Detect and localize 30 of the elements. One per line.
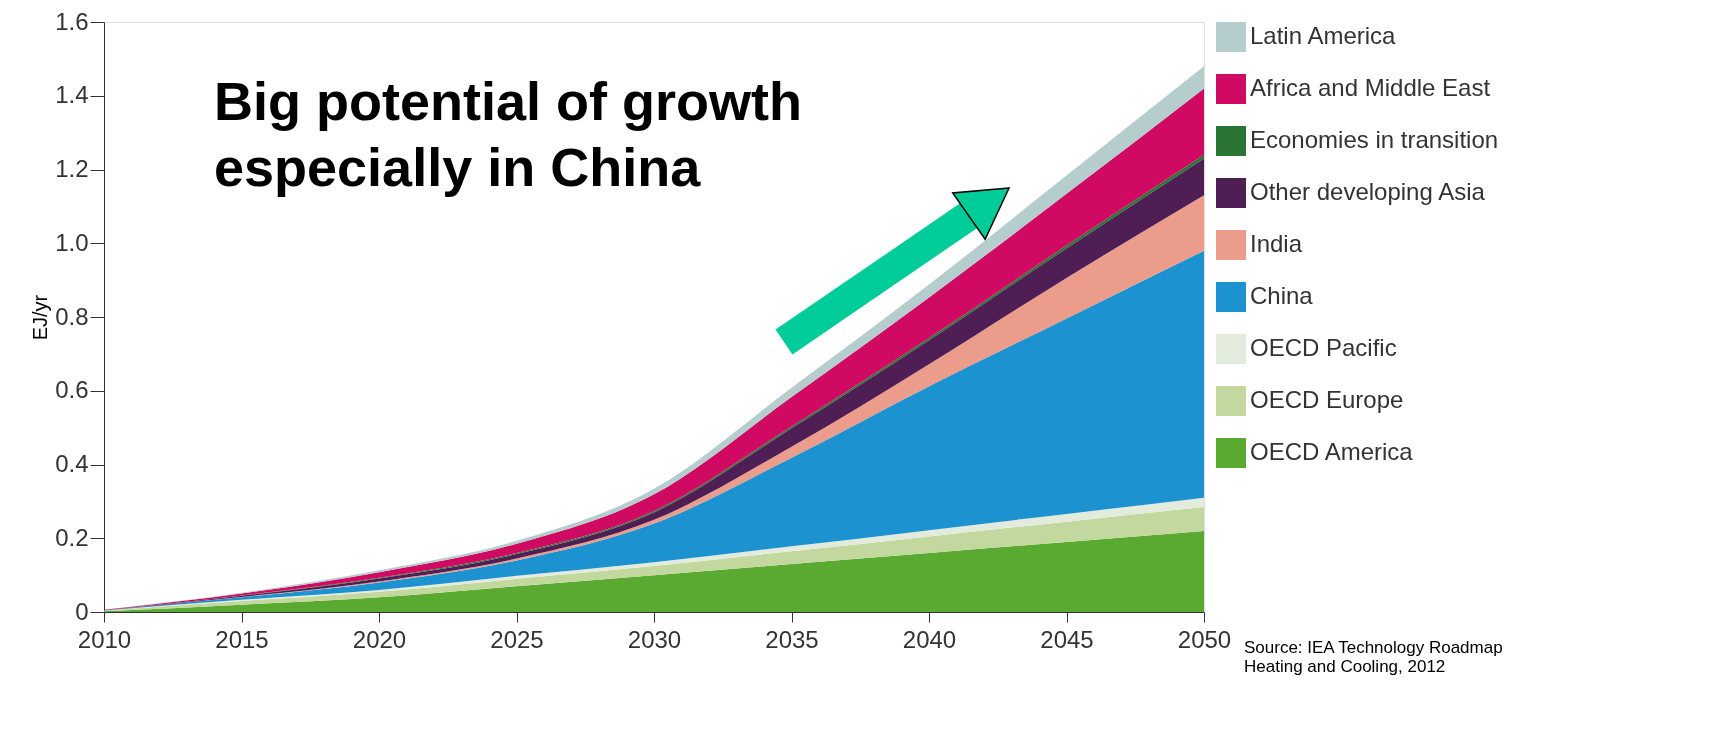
- legend-label: Other developing Asia: [1250, 178, 1486, 205]
- y-tick-label: 0.4: [55, 450, 89, 477]
- x-tick-label: 2035: [765, 625, 819, 653]
- y-tick-label: 0: [75, 597, 89, 625]
- annotation: Big potential of growth especially in China: [214, 71, 802, 197]
- y-tick-label: 0.2: [55, 523, 89, 551]
- legend-label: Latin America: [1250, 22, 1397, 49]
- y-tick-label: 0.8: [55, 302, 89, 330]
- x-tick-label: 2050: [1177, 625, 1232, 653]
- x-tick-label: 2015: [215, 625, 269, 653]
- y-tick-label: 1.4: [55, 81, 89, 109]
- y-tick-label: 0.6: [55, 376, 89, 404]
- source-note: Source: IEA Technology Roadmap Heating and Cooling, 2012: [1244, 638, 1503, 676]
- y-tick-label: 1.2: [55, 155, 89, 182]
- x-tick-label: 2025: [490, 625, 544, 653]
- y-tick-label: 1.0: [55, 228, 89, 256]
- legend-label: OECD America: [1250, 438, 1414, 465]
- legend-label: Economies in transition: [1250, 126, 1499, 153]
- y-axis-title: EJ/yr: [29, 294, 52, 341]
- x-tick-label: 2030: [627, 625, 682, 653]
- y-tick-label: 1.6: [55, 7, 89, 35]
- legend-label: China: [1250, 282, 1314, 309]
- x-tick-label: 2020: [352, 625, 407, 653]
- legend-label: OECD Pacific: [1250, 334, 1397, 361]
- legend-label: India: [1250, 230, 1303, 257]
- legend-label: OECD Europe: [1250, 386, 1404, 413]
- legend-label: Africa and Middle East: [1250, 74, 1491, 101]
- x-tick-label: 2045: [1040, 625, 1094, 653]
- x-tick-label: 2010: [77, 625, 132, 653]
- x-tick-label: 2040: [902, 625, 957, 653]
